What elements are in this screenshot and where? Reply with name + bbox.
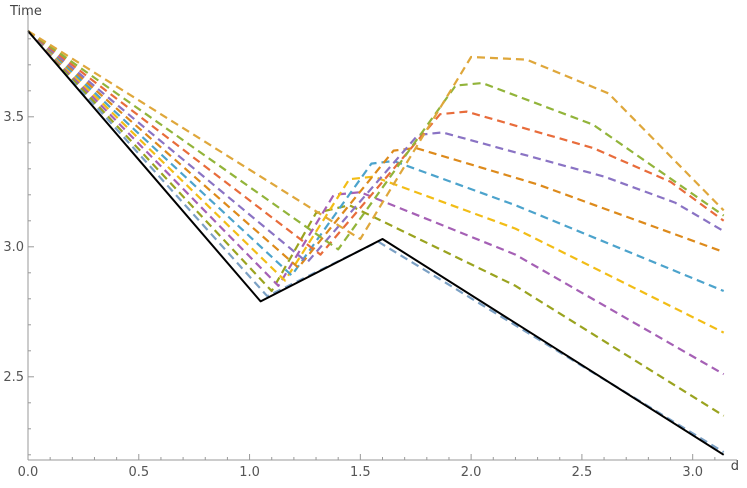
y-tick-label: 3.0 bbox=[3, 240, 24, 255]
y-axis-label: Time bbox=[9, 4, 42, 19]
x-tick-label: 0.0 bbox=[18, 465, 39, 480]
series-line-10 bbox=[27, 30, 725, 241]
series-line-0 bbox=[27, 30, 725, 456]
x-ticks: 0.0 0.5 1.0 1.5 2.0 2.5 3.0 bbox=[18, 454, 716, 480]
x-tick-label: 2.5 bbox=[572, 465, 593, 480]
y-ticks: 2.5 3.0 3.5 bbox=[3, 38, 34, 456]
y-tick-label: 2.5 bbox=[3, 370, 24, 385]
series-line-7 bbox=[27, 30, 725, 264]
series-line-6 bbox=[27, 30, 725, 269]
x-tick-label: 2.0 bbox=[461, 465, 482, 480]
axes-layer: 0.0 0.5 1.0 1.5 2.0 2.5 3.0 2.5 3.0 3.5 d Time bbox=[3, 4, 739, 480]
series-layer bbox=[27, 30, 725, 456]
series-line-4 bbox=[27, 30, 725, 334]
x-tick-label: 1.5 bbox=[350, 465, 371, 480]
y-tick-label: 3.5 bbox=[3, 110, 24, 125]
series-line-8 bbox=[27, 30, 725, 256]
x-tick-label: 1.0 bbox=[239, 465, 260, 480]
x-axis-label: d bbox=[731, 459, 739, 474]
series-line-3 bbox=[27, 30, 725, 376]
series-line-5 bbox=[27, 30, 725, 293]
x-tick-label: 0.5 bbox=[128, 465, 149, 480]
series-line-2 bbox=[27, 30, 725, 417]
x-tick-label: 3.0 bbox=[682, 465, 703, 480]
series-line-9 bbox=[27, 30, 725, 251]
